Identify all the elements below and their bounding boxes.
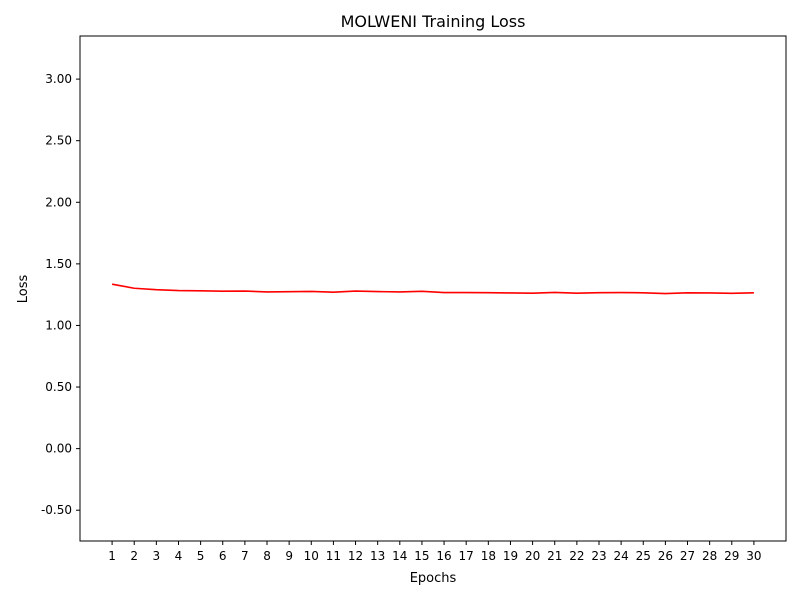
x-tick-label: 10 xyxy=(304,549,319,563)
loss-data-point xyxy=(687,292,688,293)
y-tick-label: 0.00 xyxy=(45,442,72,456)
x-tick-label: 17 xyxy=(459,549,474,563)
x-tick-label: 9 xyxy=(285,549,293,563)
loss-series-line xyxy=(111,283,754,295)
loss-data-point xyxy=(399,291,400,292)
x-tick-label: 14 xyxy=(392,549,407,563)
chart-title: MOLWENI Training Loss xyxy=(341,12,526,31)
x-tick-label: 22 xyxy=(569,549,584,563)
x-tick-label: 1 xyxy=(108,549,116,563)
x-tick-label: 5 xyxy=(197,549,205,563)
y-tick-label: -0.50 xyxy=(41,503,72,517)
loss-data-point xyxy=(178,290,179,291)
loss-data-point xyxy=(333,292,334,293)
loss-data-point xyxy=(222,291,223,292)
loss-data-point xyxy=(466,292,467,293)
x-tick-label: 24 xyxy=(613,549,628,563)
loss-data-point xyxy=(665,293,666,294)
loss-data-point xyxy=(111,284,112,285)
loss-data-point xyxy=(421,291,422,292)
loss-data-point xyxy=(311,291,312,292)
y-tick-label: 2.50 xyxy=(45,134,72,148)
x-tick-label: 21 xyxy=(547,549,562,563)
x-tick-label: 28 xyxy=(702,549,717,563)
x-tick-label: 11 xyxy=(326,549,341,563)
plot-area-frame xyxy=(79,35,787,542)
x-tick-label: 18 xyxy=(481,549,496,563)
x-tick-label: 15 xyxy=(414,549,429,563)
x-tick-label: 30 xyxy=(746,549,761,563)
x-tick-label: 16 xyxy=(436,549,451,563)
x-tick-label: 19 xyxy=(503,549,518,563)
y-tick-label: 0.50 xyxy=(45,380,72,394)
loss-data-point xyxy=(355,290,356,291)
loss-data-point xyxy=(134,288,135,289)
x-tick-label: 29 xyxy=(724,549,739,563)
plot-lines xyxy=(111,283,754,295)
x-axis-ticks: 1 2 3 4 5 6 7 8 9 10 11 12 13 14 15 16 17 18 19 20 21 22 23 24 2… xyxy=(108,541,762,563)
loss-data-point xyxy=(377,291,378,292)
x-tick-label: 26 xyxy=(658,549,673,563)
y-axis-label: Loss xyxy=(16,275,31,304)
loss-data-point xyxy=(266,291,267,292)
loss-data-point xyxy=(532,293,533,294)
x-tick-label: 7 xyxy=(241,549,249,563)
x-axis-label: Epochs xyxy=(410,571,457,586)
y-tick-label: 3.00 xyxy=(45,72,72,86)
loss-data-point xyxy=(731,293,732,294)
loss-data-point xyxy=(621,292,622,293)
x-tick-label: 6 xyxy=(219,549,227,563)
loss-data-point xyxy=(510,292,511,293)
y-axis-ticks: -0.50 0.00 0.50 1.00 1.50 2.00 2.50 3.00 xyxy=(41,72,80,517)
loss-data-point xyxy=(643,292,644,293)
x-tick-label: 8 xyxy=(263,549,271,563)
loss-data-point xyxy=(598,292,599,293)
loss-data-point xyxy=(200,290,201,291)
loss-data-point xyxy=(289,291,290,292)
loss-data-point xyxy=(709,292,710,293)
loss-data-point xyxy=(156,289,157,290)
loss-data-point xyxy=(443,292,444,293)
x-tick-label: 27 xyxy=(680,549,695,563)
loss-data-point xyxy=(488,292,489,293)
loss-data-point xyxy=(244,290,245,291)
y-tick-label: 1.50 xyxy=(45,257,72,271)
loss-data-point xyxy=(554,292,555,293)
x-tick-label: 4 xyxy=(175,549,183,563)
x-tick-label: 13 xyxy=(370,549,385,563)
x-tick-label: 23 xyxy=(591,549,606,563)
y-tick-label: 1.00 xyxy=(45,318,72,332)
loss-data-point xyxy=(753,292,754,293)
x-tick-label: 2 xyxy=(130,549,138,563)
loss-data-point xyxy=(576,293,577,294)
x-tick-label: 25 xyxy=(636,549,651,563)
x-tick-label: 12 xyxy=(348,549,363,563)
x-tick-label: 20 xyxy=(525,549,540,563)
x-tick-label: 3 xyxy=(153,549,161,563)
y-tick-label: 2.00 xyxy=(45,195,72,209)
